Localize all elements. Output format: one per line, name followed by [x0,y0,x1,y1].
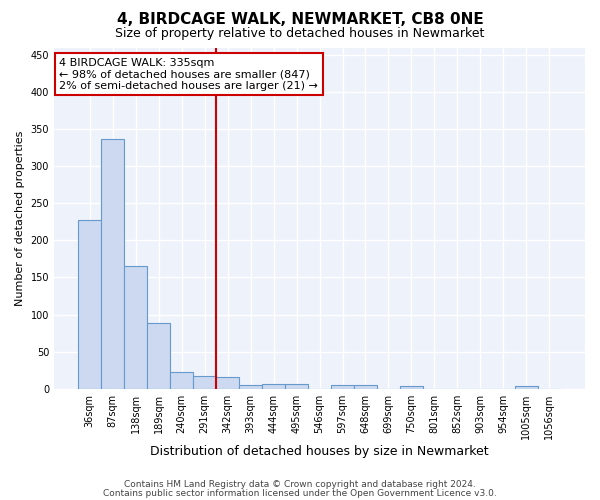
Bar [147,322,170,388]
Bar [400,386,423,388]
Bar [331,385,354,388]
Text: Contains public sector information licensed under the Open Government Licence v3: Contains public sector information licen… [103,488,497,498]
Text: Contains HM Land Registry data © Crown copyright and database right 2024.: Contains HM Land Registry data © Crown c… [124,480,476,489]
Text: 4 BIRDCAGE WALK: 335sqm
← 98% of detached houses are smaller (847)
2% of semi-de: 4 BIRDCAGE WALK: 335sqm ← 98% of detache… [59,58,318,91]
Bar [262,384,285,388]
X-axis label: Distribution of detached houses by size in Newmarket: Distribution of detached houses by size … [150,444,489,458]
Bar [216,377,239,388]
Bar [285,384,308,388]
Y-axis label: Number of detached properties: Number of detached properties [15,130,25,306]
Bar [239,385,262,388]
Text: Size of property relative to detached houses in Newmarket: Size of property relative to detached ho… [115,28,485,40]
Bar [170,372,193,388]
Bar [354,385,377,388]
Bar [78,220,101,388]
Bar [124,266,147,388]
Bar [101,138,124,388]
Bar [515,386,538,388]
Bar [193,376,216,388]
Text: 4, BIRDCAGE WALK, NEWMARKET, CB8 0NE: 4, BIRDCAGE WALK, NEWMARKET, CB8 0NE [116,12,484,28]
